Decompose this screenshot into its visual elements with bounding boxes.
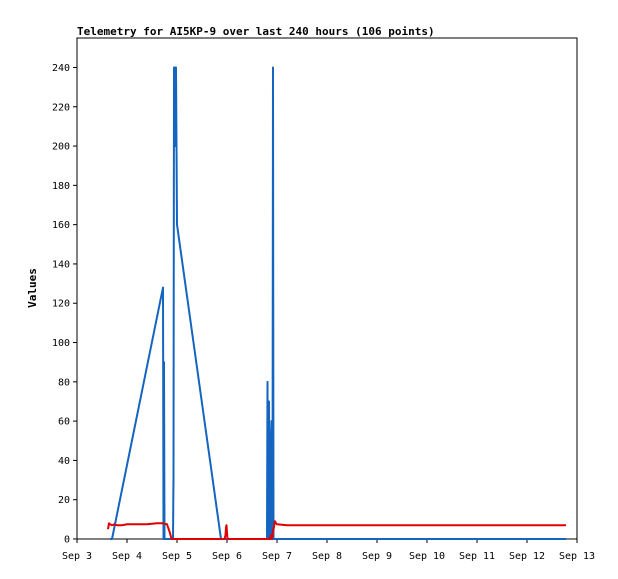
y-tick-label: 160 — [52, 220, 70, 231]
x-tick-label: Sep 13 — [559, 551, 595, 562]
x-axis: Sep 3 Sep 4 Sep 5 Sep 6 Sep 7 Sep 8 Sep 9 Sep 1… — [62, 539, 595, 562]
y-tick-label: 20 — [58, 495, 70, 506]
y-tick-label: 40 — [58, 456, 70, 467]
plot-frame — [76, 37, 578, 540]
x-tick-label: Sep 6 — [212, 551, 242, 562]
x-tick-label: Sep 7 — [262, 551, 292, 562]
x-tick-label: Sep 9 — [362, 551, 392, 562]
y-tick-label: 180 — [52, 181, 70, 192]
x-tick-label: Sep 5 — [162, 551, 192, 562]
series-line-2 — [107, 520, 566, 540]
x-tick-label: Sep 12 — [509, 551, 545, 562]
series-layer — [107, 66, 566, 540]
y-tick-label: 60 — [58, 417, 70, 428]
series-line-1 — [110, 66, 566, 540]
y-axis: 0 20 40 60 80 100 120 140 160 180 200 220 240 — [52, 63, 77, 546]
x-tick-label: Sep 8 — [312, 551, 342, 562]
y-axis-title: Values — [26, 268, 39, 308]
x-tick-label: Sep 3 — [62, 551, 92, 562]
y-tick-label: 220 — [52, 102, 70, 113]
y-tick-label: 200 — [52, 142, 70, 153]
y-tick-label: 120 — [52, 299, 70, 310]
y-tick-label: 240 — [52, 63, 70, 74]
y-tick-label: 100 — [52, 338, 70, 349]
y-tick-label: 0 — [64, 535, 70, 546]
y-tick-label: 140 — [52, 259, 70, 270]
chart-title: Telemetry for AI5KP-9 over last 240 hour… — [77, 25, 435, 38]
x-tick-label: Sep 4 — [112, 551, 142, 562]
y-tick-label: 80 — [58, 377, 70, 388]
x-tick-label: Sep 10 — [409, 551, 445, 562]
x-tick-label: Sep 11 — [459, 551, 495, 562]
